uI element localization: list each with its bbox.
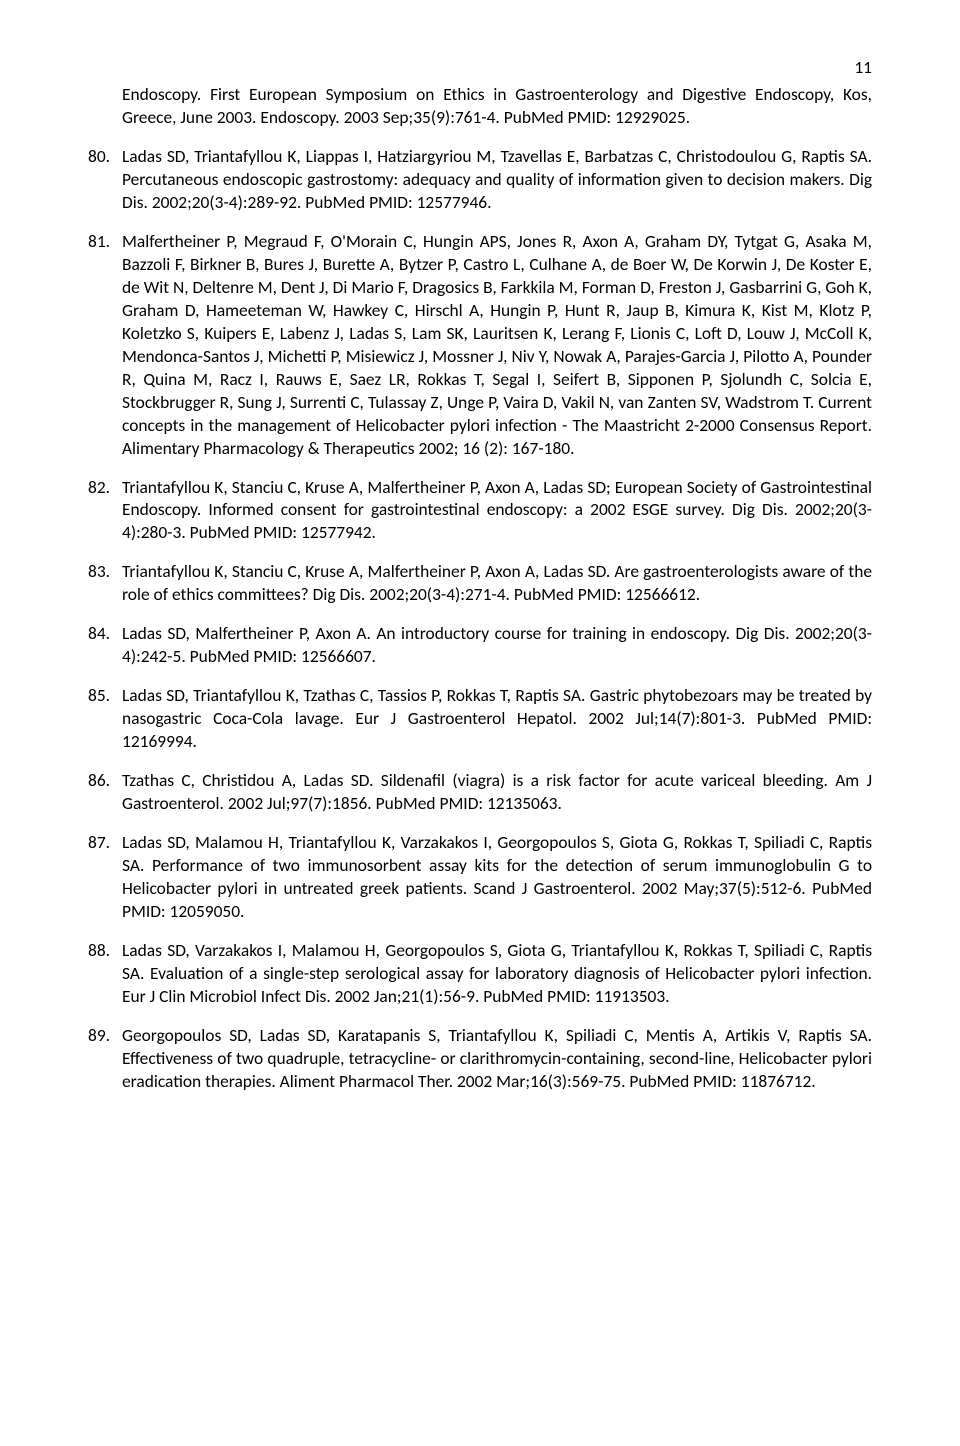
reference-item: 88.Ladas SD, Varzakakos I, Malamou H, Ge…	[88, 939, 872, 1008]
reference-text: Ladas SD, Malamou H, Triantafyllou K, Va…	[122, 831, 872, 923]
reference-item: 87.Ladas SD, Malamou H, Triantafyllou K,…	[88, 831, 872, 923]
reference-item: 86.Tzathas C, Christidou A, Ladas SD. Si…	[88, 769, 872, 815]
reference-item: 84.Ladas SD, Malfertheiner P, Axon A. An…	[88, 622, 872, 668]
reference-number: 85.	[88, 684, 122, 753]
reference-item: 85.Ladas SD, Triantafyllou K, Tzathas C,…	[88, 684, 872, 753]
reference-number: 81.	[88, 230, 122, 460]
reference-text: Georgopoulos SD, Ladas SD, Karatapanis S…	[122, 1024, 872, 1093]
page-number: 11	[88, 56, 872, 79]
reference-item: Endoscopy. First European Symposium on E…	[88, 83, 872, 129]
reference-number: 86.	[88, 769, 122, 815]
reference-text: Malfertheiner P, Megraud F, O'Morain C, …	[122, 230, 872, 460]
reference-number: 88.	[88, 939, 122, 1008]
reference-number: 84.	[88, 622, 122, 668]
reference-text: Triantafyllou K, Stanciu C, Kruse A, Mal…	[122, 476, 872, 545]
reference-text: Ladas SD, Triantafyllou K, Tzathas C, Ta…	[122, 684, 872, 753]
reference-item: 80.Ladas SD, Triantafyllou K, Liappas I,…	[88, 145, 872, 214]
reference-text: Ladas SD, Varzakakos I, Malamou H, Georg…	[122, 939, 872, 1008]
reference-text: Endoscopy. First European Symposium on E…	[122, 83, 872, 129]
reference-item: 82.Triantafyllou K, Stanciu C, Kruse A, …	[88, 476, 872, 545]
reference-number: 80.	[88, 145, 122, 214]
reference-item: 83.Triantafyllou K, Stanciu C, Kruse A, …	[88, 560, 872, 606]
reference-number: 87.	[88, 831, 122, 923]
reference-text: Triantafyllou K, Stanciu C, Kruse A, Mal…	[122, 560, 872, 606]
reference-list: Endoscopy. First European Symposium on E…	[88, 83, 872, 1093]
reference-text: Ladas SD, Malfertheiner P, Axon A. An in…	[122, 622, 872, 668]
reference-text: Ladas SD, Triantafyllou K, Liappas I, Ha…	[122, 145, 872, 214]
reference-number: 89.	[88, 1024, 122, 1093]
reference-number: 83.	[88, 560, 122, 606]
reference-number: 82.	[88, 476, 122, 545]
reference-item: 89.Georgopoulos SD, Ladas SD, Karatapani…	[88, 1024, 872, 1093]
reference-number	[88, 83, 122, 129]
reference-text: Tzathas C, Christidou A, Ladas SD. Silde…	[122, 769, 872, 815]
reference-item: 81.Malfertheiner P, Megraud F, O'Morain …	[88, 230, 872, 460]
